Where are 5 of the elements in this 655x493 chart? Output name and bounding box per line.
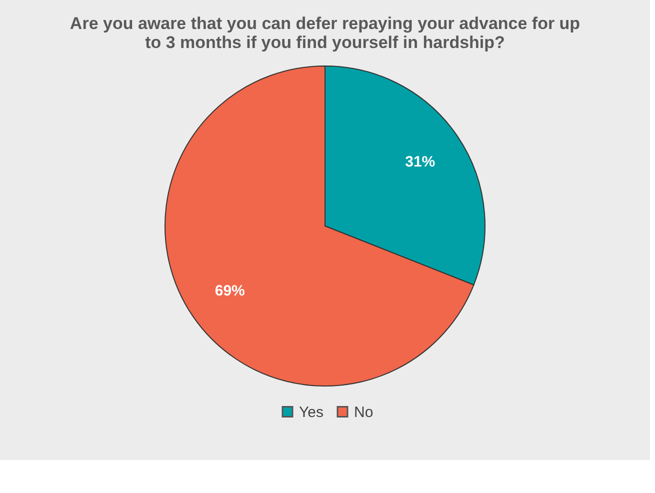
chart-title: Are you aware that you can defer repaying your advance for up to 3 months if you find yourself in hardship? [70, 14, 580, 52]
data-label: 69% [214, 282, 245, 300]
legend-label: No [354, 404, 374, 421]
legend-label: Yes [299, 404, 324, 421]
data-label: 31% [405, 153, 436, 170]
